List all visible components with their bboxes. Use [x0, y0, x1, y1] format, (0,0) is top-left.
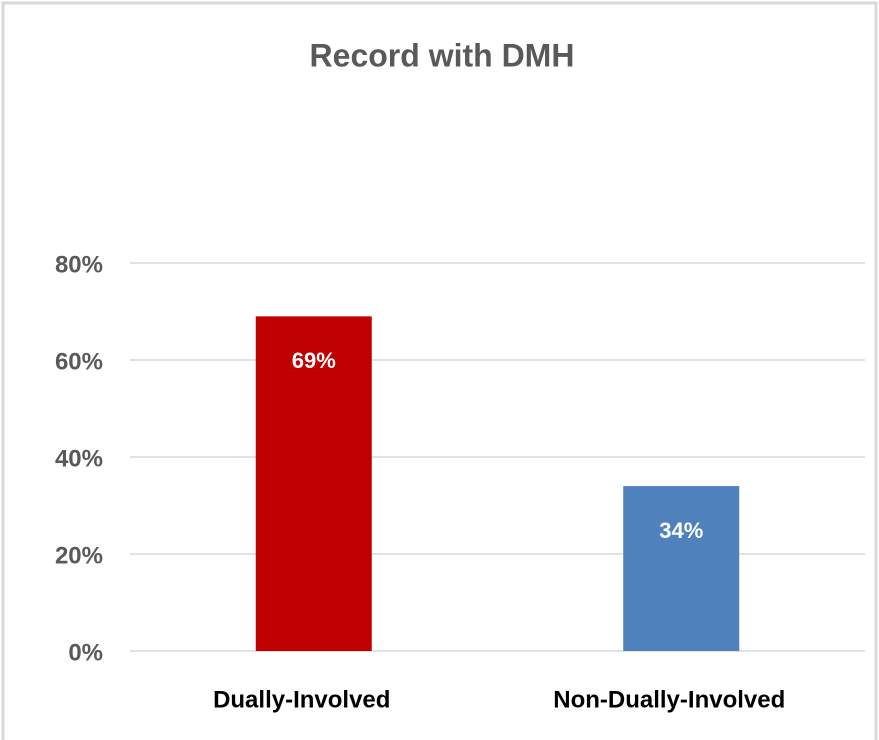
y-tick-label: 0% [68, 639, 103, 666]
x-tick-label: Dually-Involved [213, 686, 390, 713]
bar [255, 316, 372, 651]
x-tick-label: Non-Dually-Involved [553, 686, 785, 713]
bar [623, 486, 740, 651]
data-label: 34% [659, 518, 703, 543]
y-tick-label: 20% [55, 542, 103, 569]
data-label: 69% [292, 348, 336, 373]
y-tick-label: 40% [55, 445, 103, 472]
y-tick-label: 80% [55, 251, 103, 278]
chart-title: Record with DMH [310, 37, 575, 73]
y-tick-label: 60% [55, 348, 103, 375]
